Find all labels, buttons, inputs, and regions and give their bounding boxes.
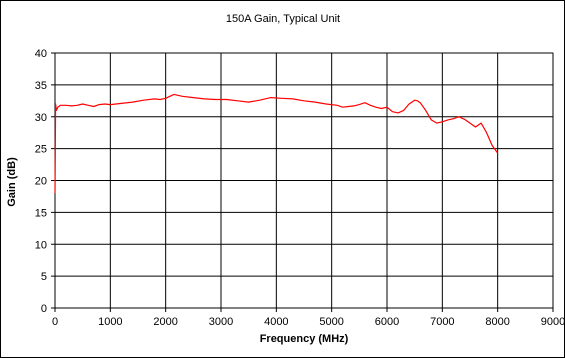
y-tick-label: 5 (41, 271, 47, 283)
y-tick-label: 15 (35, 207, 47, 219)
y-tick-label: 35 (35, 80, 47, 92)
x-tick-label: 8000 (485, 316, 509, 328)
x-tick-label: 1000 (98, 316, 122, 328)
chart-title: 150A Gain, Typical Unit (226, 13, 340, 25)
y-axis-title: Gain (dB) (6, 157, 18, 207)
x-tick-label: 2000 (153, 316, 177, 328)
y-tick-label: 20 (35, 176, 47, 188)
x-tick-label: 7000 (430, 316, 454, 328)
y-tick-label: 25 (35, 144, 47, 156)
x-tick-label: 3000 (209, 316, 233, 328)
grid-lines (51, 52, 554, 312)
y-tick-label: 10 (35, 239, 47, 251)
x-tick-label: 6000 (375, 316, 399, 328)
x-tick-label: 4000 (264, 316, 288, 328)
series-layer (54, 93, 499, 194)
y-tick-label: 30 (35, 112, 47, 124)
x-tick-label: 5000 (319, 316, 343, 328)
y-tick-label: 40 (35, 48, 47, 60)
y-tick-label: 0 (41, 303, 47, 315)
x-tick-label: 9000 (541, 316, 564, 328)
x-tick-label: 0 (52, 316, 58, 328)
x-axis-title: Frequency (MHz) (260, 333, 349, 345)
tick-labels: 0 1000 2000 3000 4000 5000 6000 7000 8000 9000 0 5 1… (35, 48, 564, 328)
gain-series-line (54, 93, 499, 194)
